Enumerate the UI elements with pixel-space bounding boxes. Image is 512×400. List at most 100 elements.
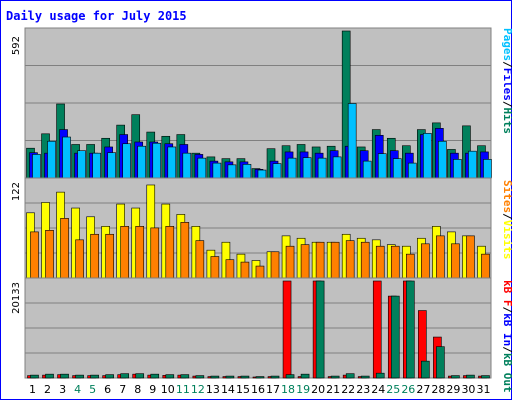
x-tick-label-20: 20 <box>311 383 325 396</box>
bar-kb-out-day-29 <box>451 375 460 379</box>
x-tick-label-3: 3 <box>59 383 66 396</box>
bar-sites-day-30 <box>466 235 475 279</box>
x-tick-label-5: 5 <box>89 383 96 396</box>
bar-sites-day-20 <box>315 241 325 279</box>
bar-kb-out-day-12 <box>195 375 205 379</box>
bar-sites-day-13 <box>210 256 220 279</box>
x-tick-label-17: 17 <box>266 383 280 396</box>
legend-sep: / <box>501 101 512 108</box>
bar-kb-out-day-26 <box>406 280 415 379</box>
bar-pages-day-19 <box>302 157 312 179</box>
x-tick-label-9: 9 <box>149 383 156 396</box>
legend-kb-in: kB In <box>501 313 512 346</box>
x-tick-label-12: 12 <box>191 383 205 396</box>
legend-files: Files <box>501 68 512 101</box>
bar-kb-out-day-1 <box>30 374 39 379</box>
bar-pages-day-17 <box>272 163 282 179</box>
bar-sites-day-12 <box>195 240 205 279</box>
bar-pages-day-10 <box>167 146 177 179</box>
bar-kb-out-day-31 <box>481 375 490 379</box>
bar-kb-out-day-18 <box>285 374 295 379</box>
bar-kb-out-day-3 <box>60 373 69 379</box>
x-tick-label-19: 19 <box>296 383 310 396</box>
bar-kb-out-day-7 <box>120 373 129 379</box>
x-tick-label-26: 26 <box>401 383 415 396</box>
bar-sites-day-23 <box>360 241 370 279</box>
legend-sep: / <box>501 346 512 353</box>
bar-pages-day-9 <box>152 142 162 179</box>
bar-sites-day-11 <box>180 222 190 279</box>
bar-kb-f-day-24 <box>372 280 382 379</box>
bar-pages-day-20 <box>317 157 327 179</box>
bar-kb-f-day-18 <box>282 280 292 379</box>
bar-kb-out-day-10 <box>165 374 175 379</box>
bar-pages-day-27 <box>423 133 432 179</box>
bar-pages-day-13 <box>212 162 222 179</box>
bar-pages-day-2 <box>47 140 56 179</box>
legend-sep: / <box>501 61 512 68</box>
bar-sites-day-24 <box>375 245 385 279</box>
bar-sites-day-21 <box>330 241 340 279</box>
x-tick-label-24: 24 <box>371 383 385 396</box>
bar-kb-out-day-5 <box>90 374 99 379</box>
legend-sites: Sites <box>501 180 512 213</box>
legend-hits: Hits <box>501 108 512 135</box>
x-tick-label-1: 1 <box>29 383 36 396</box>
legend-kb-f: kB F <box>501 280 512 307</box>
x-tick-label-18: 18 <box>281 383 295 396</box>
x-tick-label-4: 4 <box>74 383 81 396</box>
legend-sep: / <box>501 307 512 314</box>
bar-pages-day-7 <box>122 143 131 179</box>
bar-pages-day-21 <box>332 156 342 179</box>
legend-kbf-kbin-kbout: kB F/kB In/kB Out <box>501 280 512 393</box>
x-tick-label-23: 23 <box>356 383 370 396</box>
bar-pages-day-4 <box>77 150 86 179</box>
bar-pages-day-15 <box>242 164 252 179</box>
panel-kbf-kbin-kbout: 20133 kB F/kB In/kB Out <box>11 277 512 393</box>
panel-visits-sites: 122 Sites/Visits <box>11 177 512 279</box>
bar-pages-day-8 <box>137 145 147 179</box>
legend-visits-sites: Sites/Visits <box>501 180 512 260</box>
bar-sites-day-18 <box>285 245 295 279</box>
bar-pages-day-18 <box>287 157 297 179</box>
x-tick-label-21: 21 <box>326 383 340 396</box>
bar-sites-day-25 <box>390 245 400 279</box>
bar-sites-day-3 <box>60 218 69 279</box>
x-tick-label-16: 16 <box>251 383 265 396</box>
bar-sites-day-14 <box>225 259 235 279</box>
x-tick-label-25: 25 <box>386 383 400 396</box>
bar-kb-out-day-25 <box>390 295 400 379</box>
x-axis-labels: 1 2 3 4 5 6 7 8 9 10 11 12 13 14 15 16 17 18 19 20 21 22 23 24 2… <box>29 383 490 396</box>
bar-kb-out-day-11 <box>180 374 190 379</box>
bar-sites-day-17 <box>270 251 280 279</box>
bar-sites-day-4 <box>75 239 84 279</box>
bar-pages-day-6 <box>107 152 116 179</box>
bar-sites-day-7 <box>120 226 129 279</box>
bar-sites-day-26 <box>406 253 415 279</box>
x-tick-label-15: 15 <box>236 383 250 396</box>
bar-pages-day-3 <box>62 136 71 179</box>
bar-sites-day-16 <box>255 265 265 279</box>
bar-pages-day-23 <box>362 160 372 179</box>
bar-kb-out-day-27 <box>421 360 430 379</box>
x-tick-label-7: 7 <box>119 383 126 396</box>
bar-kb-out-day-16 <box>255 376 265 379</box>
bar-kb-out-day-15 <box>240 375 250 379</box>
bar-kb-out-day-22 <box>345 373 355 379</box>
x-tick-label-31: 31 <box>476 383 490 396</box>
bar-kb-out-day-6 <box>105 374 114 379</box>
bar-sites-day-2 <box>45 230 54 279</box>
x-tick-label-28: 28 <box>431 383 445 396</box>
bar-sites-day-19 <box>300 244 310 279</box>
x-tick-label-29: 29 <box>446 383 460 396</box>
bar-kb-out-day-23 <box>360 375 370 379</box>
bar-kb-out-day-21 <box>330 375 340 379</box>
legend-visits: Visits <box>501 220 512 260</box>
chart-title: Daily usage for July 2015 <box>6 9 187 23</box>
bar-sites-day-28 <box>436 235 445 279</box>
bar-pages-day-26 <box>408 162 417 179</box>
y-max-label: 592 <box>11 36 22 55</box>
panel-hits-files-pages: 592 Pages/Files/Hits <box>11 27 512 179</box>
bar-kb-out-day-17 <box>270 375 280 379</box>
